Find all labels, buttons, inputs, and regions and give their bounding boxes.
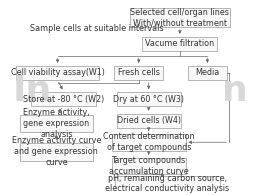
- Text: Vacume filtration: Vacume filtration: [145, 39, 214, 48]
- FancyBboxPatch shape: [142, 37, 217, 51]
- Text: Enzyme activity curve
and gene expression
curve: Enzyme activity curve and gene expressio…: [12, 136, 101, 167]
- FancyBboxPatch shape: [20, 115, 93, 132]
- Text: Dry at 60 °C (W3): Dry at 60 °C (W3): [113, 95, 184, 104]
- Text: Selected cell/organ lines
With/without treatment: Selected cell/organ lines With/without t…: [131, 8, 229, 27]
- FancyBboxPatch shape: [117, 92, 181, 106]
- FancyBboxPatch shape: [112, 134, 186, 151]
- FancyBboxPatch shape: [117, 114, 181, 128]
- Text: Store at -80 °C (W2): Store at -80 °C (W2): [23, 95, 104, 104]
- Text: Fresh cells: Fresh cells: [118, 68, 160, 77]
- FancyBboxPatch shape: [112, 158, 186, 174]
- FancyBboxPatch shape: [130, 8, 230, 27]
- Text: Media: Media: [195, 68, 220, 77]
- Text: Sample cells at suitable intervals: Sample cells at suitable intervals: [29, 24, 163, 33]
- FancyBboxPatch shape: [188, 66, 227, 80]
- Text: In: In: [13, 74, 52, 108]
- Text: Content determination
of target compounds: Content determination of target compound…: [103, 132, 195, 152]
- Text: n: n: [222, 74, 248, 108]
- Text: Cell viability assay(W1): Cell viability assay(W1): [11, 68, 104, 77]
- FancyBboxPatch shape: [31, 92, 96, 106]
- Text: Enzyme activity,
gene expression
analysis: Enzyme activity, gene expression analysi…: [23, 108, 90, 139]
- FancyBboxPatch shape: [16, 66, 99, 80]
- FancyBboxPatch shape: [20, 143, 93, 160]
- FancyBboxPatch shape: [114, 66, 163, 80]
- FancyBboxPatch shape: [115, 176, 220, 191]
- Text: Target compounds
accumulation curve: Target compounds accumulation curve: [109, 156, 189, 176]
- Text: Dried cells (W4): Dried cells (W4): [117, 116, 181, 125]
- Text: pH, remaining carbon source,
electrical conductivity analysis: pH, remaining carbon source, electrical …: [105, 174, 229, 193]
